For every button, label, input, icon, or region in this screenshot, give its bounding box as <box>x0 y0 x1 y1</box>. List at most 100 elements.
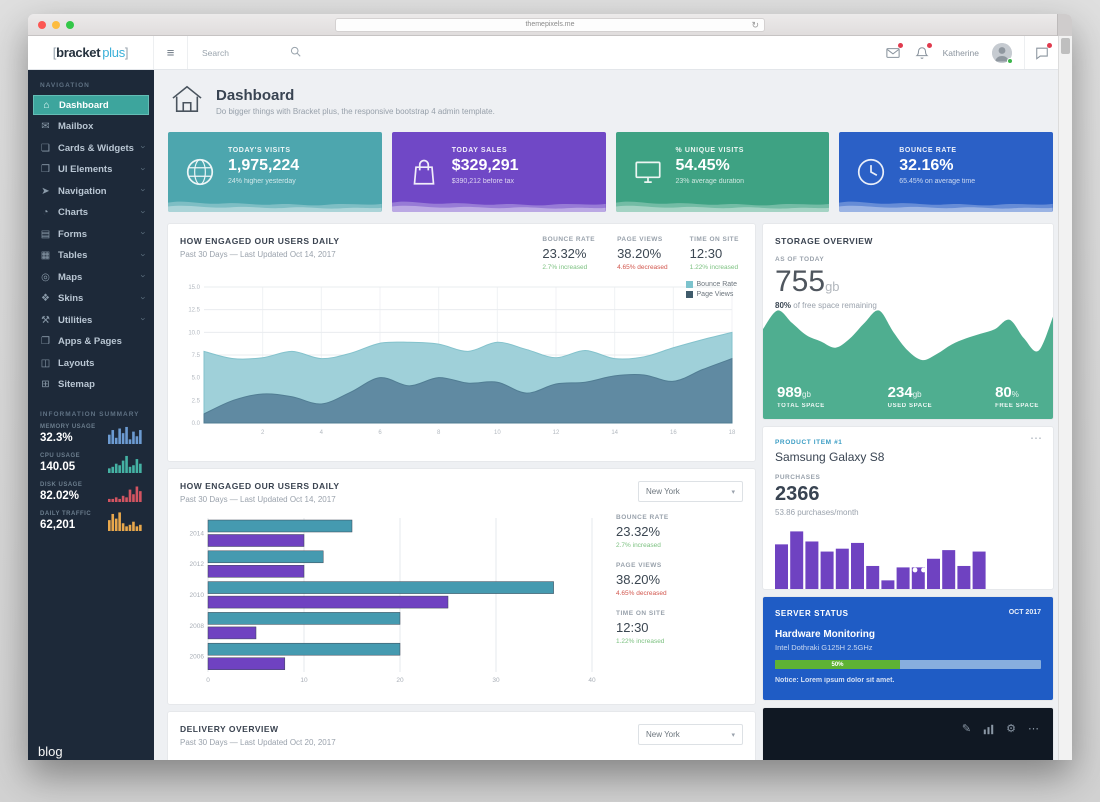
stat-card-note: 24% higher yesterday <box>228 178 296 185</box>
chat-badge <box>1046 42 1052 48</box>
chat-icon[interactable] <box>1034 42 1052 61</box>
metric-label: PAGE VIEWS <box>617 236 663 243</box>
metric-bounce-rate: BOUNCE RATE 23.32% 2.7% increased <box>616 514 732 549</box>
notifications-bell-icon[interactable] <box>914 42 932 61</box>
svg-text:7.5: 7.5 <box>192 353 201 359</box>
city-select[interactable]: New York ▾ <box>638 481 743 502</box>
sidebar-item-label: Maps <box>58 271 83 283</box>
svg-text:2012: 2012 <box>190 561 205 568</box>
storage-free-note: 80% of free space remaining <box>775 301 877 310</box>
summary-label: DISK USAGE <box>40 481 83 488</box>
server-status-panel: SERVER STATUS OCT 2017 Hardware Monitori… <box>763 597 1053 700</box>
metric-label: BOUNCE RATE <box>542 236 596 243</box>
user-name: Katherine <box>942 47 979 58</box>
messages-icon[interactable] <box>885 42 903 61</box>
storage-current-value: 755gb <box>775 265 840 298</box>
sidebar-item-layouts[interactable]: ◫ Layouts <box>28 353 154 375</box>
server-device: Intel Dothraki G125H 2.5GHz <box>775 643 873 652</box>
summary-mini-chart <box>108 486 142 502</box>
zoom-button[interactable] <box>66 21 74 29</box>
search-icon[interactable] <box>290 44 301 62</box>
sidebar-item-charts[interactable]: ◔ Charts › <box>28 202 154 224</box>
sidebar-item-skins[interactable]: ❖ Skins › <box>28 288 154 310</box>
summary-value: 32.3% <box>40 431 73 444</box>
panel-subtitle: Past 30 Days — Last Updated Oct 14, 2017 <box>180 250 336 259</box>
summary-value: 140.05 <box>40 460 76 473</box>
sidebar: NAVIGATION ⌂ Dashboard ✉ Mailbox ❏ Cards & Wi… <box>28 70 154 760</box>
sidebar-item-apps-pages[interactable]: ❐ Apps & Pages <box>28 331 154 353</box>
search-input[interactable] <box>202 47 282 58</box>
sidebar-item-navigation[interactable]: ➤ Navigation › <box>28 181 154 203</box>
main-content: Dashboard Do bigger things with Bracket … <box>154 70 1058 760</box>
sidebar-item-label: UI Elements <box>58 164 113 176</box>
metric-value: 23.32% <box>616 524 661 539</box>
sidebar-item-utilities[interactable]: ⚒ Utilities › <box>28 310 154 332</box>
address-bar[interactable]: themepixels.me ↻ <box>335 18 765 32</box>
logo-bracket-close: ] <box>124 45 129 60</box>
shopping-bag-icon <box>408 156 440 188</box>
chevron-down-icon: › <box>138 296 149 300</box>
sidebar-item-maps[interactable]: ◎ Maps › <box>28 267 154 289</box>
stat-card-unique-visits: % UNIQUE VISITS 54.45% 23% average duratio… <box>615 132 830 212</box>
window-controls <box>38 21 74 29</box>
minimize-button[interactable] <box>52 21 60 29</box>
storage-stat-unit: gb <box>912 390 922 399</box>
metric-value: 38.20% <box>617 246 662 261</box>
forms-icon: ▤ <box>40 228 51 240</box>
apps-pages-icon: ❐ <box>41 336 50 348</box>
maps-icon: ◎ <box>41 271 50 283</box>
stat-cards-row: TODAY'S VISITS 1,975,224 24% higher yester… <box>168 132 1053 212</box>
app-logo[interactable]: [bracket plus] <box>28 36 154 69</box>
chat-panel-toggle[interactable] <box>1024 36 1058 69</box>
ellipsis-menu-icon[interactable]: ⋯ <box>1030 431 1043 445</box>
avatar[interactable] <box>992 42 1013 64</box>
stat-card-body: TODAY'S VISITS 1,975,224 24% higher yester… <box>228 147 299 185</box>
svg-text:2006: 2006 <box>190 654 205 661</box>
gear-icon[interactable]: ⚙ <box>1006 723 1016 735</box>
svg-text:18: 18 <box>729 430 736 436</box>
sidebar-item-tables[interactable]: ▦ Tables › <box>28 245 154 267</box>
logo-accent: plus <box>102 45 125 60</box>
tables-icon: ▦ <box>40 250 51 262</box>
sidebar-item-forms[interactable]: ▤ Forms › <box>28 224 154 246</box>
stat-card-note: $390,212 before tax <box>451 178 515 185</box>
engagement-stats-vertical: BOUNCE RATE 23.32% 2.7% increased PAGE VIEW… <box>600 514 732 686</box>
svg-text:8: 8 <box>437 430 441 436</box>
city-select[interactable]: New York ▾ <box>638 724 743 745</box>
menu-toggle-icon[interactable]: ≡ <box>154 36 188 69</box>
svg-text:10: 10 <box>494 430 501 436</box>
metric-label: TIME ON SITE <box>689 236 739 243</box>
sidebar-item-dashboard[interactable]: ⌂ Dashboard <box>33 95 149 115</box>
storage-as-of: AS OF TODAY <box>775 256 825 263</box>
notification-badge <box>926 42 932 48</box>
chart-handle-dot <box>912 567 918 573</box>
storage-stat-value: 989gb <box>777 384 811 401</box>
card-wave-decoration <box>839 201 1053 212</box>
right-column: STORAGE OVERVIEW AS OF TODAY 755gb 80% o… <box>763 224 1053 760</box>
ellipsis-icon[interactable]: ⋯ <box>1028 723 1039 735</box>
storage-area-chart <box>763 310 1053 419</box>
metric-value: 38.20% <box>616 572 661 587</box>
product-bar-chart <box>775 531 986 589</box>
scrollbar[interactable] <box>1058 36 1072 760</box>
summary-memory-usage: MEMORY USAGE 32.3% <box>28 424 154 444</box>
sidebar-item-cards-widgets[interactable]: ❏ Cards & Widgets › <box>28 138 154 160</box>
storage-panel: STORAGE OVERVIEW AS OF TODAY 755gb 80% o… <box>763 224 1053 419</box>
storage-stat-value: 80% <box>995 384 1019 401</box>
reload-icon[interactable]: ↻ <box>751 20 759 30</box>
browser-window: themepixels.me ↻ [bracket plus] ≡ <box>28 14 1072 760</box>
sidebar-item-mailbox[interactable]: ✉ Mailbox <box>28 116 154 138</box>
bar-chart-icon[interactable] <box>983 724 994 760</box>
server-heading: Hardware Monitoring <box>775 629 876 640</box>
svg-text:0: 0 <box>206 677 210 684</box>
city-select-value: New York <box>646 730 680 739</box>
sidebar-item-ui-elements[interactable]: ❒ UI Elements › <box>28 159 154 181</box>
metric-value: 12:30 <box>616 620 649 635</box>
storage-stat-total-space: 989gb TOTAL SPACE <box>777 384 825 409</box>
legend-swatch <box>685 291 693 298</box>
scrollbar-thumb[interactable] <box>1061 38 1070 54</box>
sidebar-item-sitemap[interactable]: ⊞ Sitemap <box>28 374 154 396</box>
stat-card-note: 23% average duration <box>675 178 745 185</box>
close-button[interactable] <box>38 21 46 29</box>
pencil-icon[interactable]: ✎ <box>961 723 972 735</box>
